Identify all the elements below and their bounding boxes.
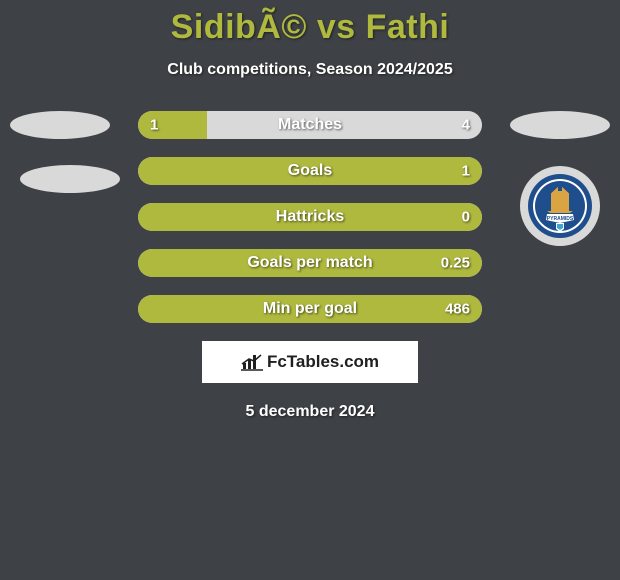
bar-row-goals: Goals 1 <box>138 157 482 185</box>
bar-label: Goals <box>288 162 332 180</box>
page-title: SidibÃ© vs Fathi <box>0 0 620 47</box>
pyramids-badge-icon: PYRAMIDS <box>525 171 595 241</box>
fctables-brand-box[interactable]: FcTables.com <box>202 341 418 383</box>
right-player-avatar-placeholder <box>510 111 610 139</box>
bar-right-value: 4 <box>462 117 470 134</box>
right-club-badge: PYRAMIDS <box>520 166 600 246</box>
fctables-brand-text: FcTables.com <box>267 352 379 372</box>
bar-row-goals-per-match: Goals per match 0.25 <box>138 249 482 277</box>
bar-label: Matches <box>278 116 342 134</box>
date-text: 5 december 2024 <box>0 403 620 421</box>
svg-text:PYRAMIDS: PYRAMIDS <box>547 216 574 222</box>
bar-row-matches: 1 Matches 4 <box>138 111 482 139</box>
bar-label: Hattricks <box>276 208 344 226</box>
left-player-avatar-placeholder-1 <box>10 111 110 139</box>
bar-chart-icon <box>241 353 263 371</box>
bar-row-min-per-goal: Min per goal 486 <box>138 295 482 323</box>
bar-right-value: 486 <box>445 301 470 318</box>
bar-fill <box>138 111 207 139</box>
bar-label: Goals per match <box>247 254 372 272</box>
bar-right-value: 1 <box>462 163 470 180</box>
bar-right-value: 0.25 <box>441 255 470 272</box>
comparison-chart: PYRAMIDS 1 Matches 4 Goals 1 Hattricks 0 <box>0 111 620 421</box>
page-subtitle: Club competitions, Season 2024/2025 <box>0 61 620 79</box>
left-player-avatar-placeholder-2 <box>20 165 120 193</box>
bar-right-value: 0 <box>462 209 470 226</box>
bars-container: 1 Matches 4 Goals 1 Hattricks 0 Goals pe… <box>138 111 482 323</box>
bar-label: Min per goal <box>263 300 357 318</box>
bar-row-hattricks: Hattricks 0 <box>138 203 482 231</box>
bar-left-value: 1 <box>150 117 158 134</box>
